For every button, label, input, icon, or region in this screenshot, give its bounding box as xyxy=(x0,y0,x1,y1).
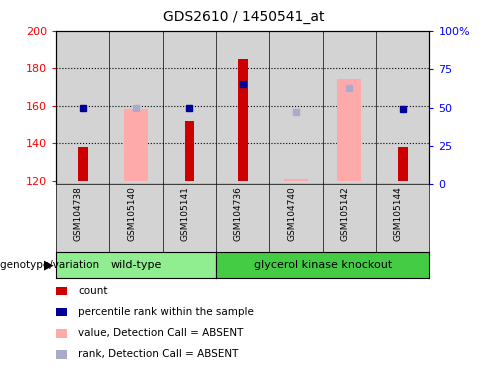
Text: GSM105141: GSM105141 xyxy=(181,186,189,241)
Text: GSM105140: GSM105140 xyxy=(127,186,136,241)
Text: glycerol kinase knockout: glycerol kinase knockout xyxy=(254,260,392,270)
Text: GDS2610 / 1450541_at: GDS2610 / 1450541_at xyxy=(163,10,325,23)
Bar xyxy=(184,121,194,180)
Text: GSM104736: GSM104736 xyxy=(234,186,243,241)
Text: genotype/variation: genotype/variation xyxy=(0,260,102,270)
Text: rank, Detection Call = ABSENT: rank, Detection Call = ABSENT xyxy=(78,349,239,359)
Text: GSM104740: GSM104740 xyxy=(287,186,296,241)
Bar xyxy=(78,147,87,180)
Bar xyxy=(284,179,308,180)
Text: value, Detection Call = ABSENT: value, Detection Call = ABSENT xyxy=(78,328,244,338)
Text: ▶: ▶ xyxy=(44,258,54,271)
Text: GSM104738: GSM104738 xyxy=(74,186,83,241)
Bar xyxy=(337,79,362,180)
Bar xyxy=(238,59,247,180)
Bar xyxy=(124,109,148,180)
Bar xyxy=(398,147,407,180)
Text: count: count xyxy=(78,286,107,296)
Text: GSM105142: GSM105142 xyxy=(341,186,349,241)
Text: percentile rank within the sample: percentile rank within the sample xyxy=(78,307,254,317)
Text: GSM105144: GSM105144 xyxy=(394,186,403,241)
Text: wild-type: wild-type xyxy=(110,260,162,270)
